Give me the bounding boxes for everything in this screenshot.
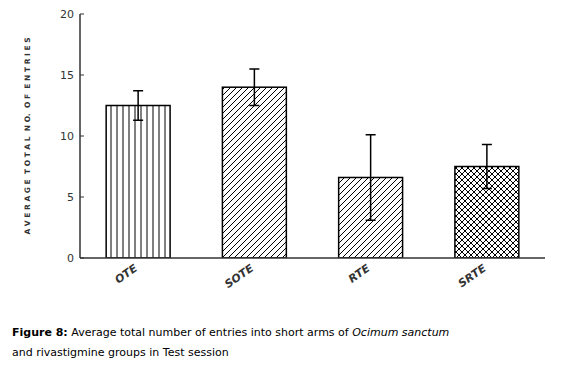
- caption-part: Figure 8:: [12, 326, 68, 339]
- caption-part: Average total number of entries into sho…: [68, 326, 352, 339]
- x-tick-label: RTE: [346, 262, 373, 286]
- bar: [106, 106, 170, 259]
- y-tick-label: 15: [60, 69, 74, 82]
- chart-container: 0 5 10 15 20 OTE SOTE RTE SRTE A V E R A G E T O …: [0, 0, 562, 392]
- x-axis-line: [80, 257, 545, 259]
- y-axis-label: A V E R A G E T O T A L N O. O F E N T R…: [23, 37, 32, 234]
- y-axis: 0 5 10 15 20: [60, 8, 84, 265]
- error-bar: [133, 91, 143, 120]
- error-bar: [249, 69, 259, 106]
- bar: [222, 87, 286, 258]
- y-tick-label: 10: [60, 130, 74, 143]
- y-tick-label: 20: [60, 8, 74, 21]
- error-bar: [366, 135, 376, 220]
- caption: Figure 8: Average total number of entrie…: [12, 326, 449, 339]
- plot-area: [106, 69, 519, 258]
- x-tick-label: OTE: [112, 262, 140, 287]
- y-tick-label: 0: [67, 252, 74, 265]
- error-bar: [482, 145, 492, 189]
- x-tick-label: SRTE: [456, 262, 489, 291]
- x-tick-label: SOTE: [222, 262, 256, 291]
- y-axis-line: [79, 14, 81, 258]
- caption-part: Ocimum sanctum: [352, 326, 449, 339]
- y-tick-label: 5: [67, 191, 74, 204]
- chart: 0 5 10 15 20 OTE SOTE RTE SRTE A V E R A G E T O …: [0, 0, 562, 392]
- caption: and rivastigmine groups in Test session: [12, 346, 229, 359]
